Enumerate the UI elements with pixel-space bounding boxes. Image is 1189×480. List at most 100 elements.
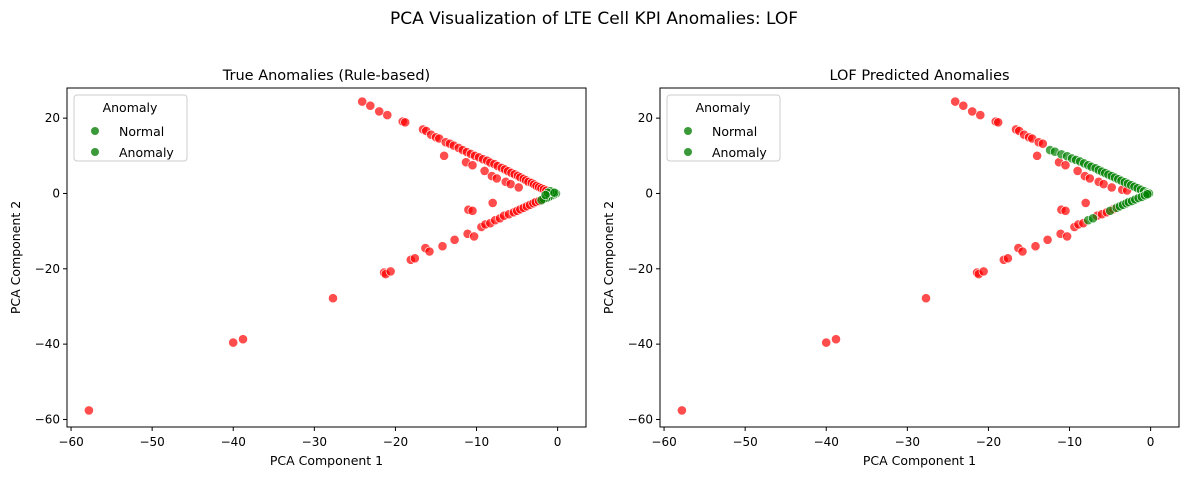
- figure-title: PCA Visualization of LTE Cell KPI Anomal…: [390, 9, 798, 29]
- anomaly-point: [1084, 173, 1095, 184]
- x-tick-label: −10: [464, 435, 489, 449]
- anomaly-point: [950, 96, 961, 107]
- x-tick-label: −30: [302, 435, 327, 449]
- anomaly-point: [487, 197, 498, 208]
- anomaly-point: [1106, 182, 1117, 193]
- subplot-title: LOF Predicted Anomalies: [829, 68, 1009, 84]
- scatter-points: [677, 96, 1154, 416]
- anomaly-point: [967, 106, 978, 117]
- anomaly-point: [1017, 246, 1028, 257]
- anomaly-point: [228, 337, 239, 348]
- legend-label-normal: Normal: [119, 124, 164, 139]
- anomaly-point: [365, 100, 376, 111]
- y-tick-label: −60: [35, 412, 60, 426]
- y-axis-label: PCA Component 2: [601, 201, 616, 314]
- y-tick-label: 20: [638, 111, 653, 125]
- anomaly-point: [1072, 165, 1083, 176]
- anomaly-point: [424, 246, 435, 257]
- x-tick-label: −40: [221, 435, 246, 449]
- normal-point: [1088, 213, 1098, 224]
- x-tick-label: 0: [554, 435, 562, 449]
- plot-frame: [659, 87, 1180, 428]
- anomaly-point: [1003, 253, 1013, 264]
- anomaly-point: [357, 96, 368, 107]
- x-tick-label: −60: [651, 435, 676, 449]
- legend-label-anomaly: Anomaly: [712, 145, 767, 160]
- anomaly-point: [469, 231, 479, 242]
- legend: Anomaly Normal Anomaly: [73, 94, 188, 162]
- anomaly-point: [513, 182, 524, 193]
- legend-title: Anomaly: [696, 100, 751, 115]
- anomaly-point: [921, 293, 931, 304]
- y-axis-ticks: −60 −40 −20 0 20: [628, 111, 660, 426]
- x-axis-label: PCA Component 1: [270, 453, 383, 468]
- legend-box: [666, 94, 781, 162]
- y-axis-ticks: −60 −40 −20 0 20: [35, 111, 67, 426]
- normal-point: [540, 190, 551, 200]
- legend: Anomaly Normal Anomaly: [666, 94, 781, 162]
- x-axis-label: PCA Component 1: [863, 453, 976, 468]
- anomaly-point: [993, 117, 1004, 128]
- anomaly-point: [449, 234, 460, 245]
- x-axis-ticks: −60 −50 −40 −30 −20 −10 0: [58, 427, 561, 449]
- x-tick-label: 0: [1147, 435, 1155, 449]
- anomaly-point: [831, 334, 841, 345]
- legend-marker-anomaly: [684, 148, 692, 156]
- anomaly-point: [1032, 150, 1042, 161]
- anomaly-point: [479, 165, 490, 176]
- y-tick-label: 20: [45, 111, 60, 125]
- anomaly-point: [439, 150, 449, 161]
- legend-box: [73, 94, 188, 162]
- anomaly-point: [374, 106, 385, 117]
- normal-point: [1142, 189, 1153, 200]
- anomaly-point: [1060, 205, 1071, 216]
- anomaly-point: [677, 405, 687, 416]
- anomaly-point: [400, 117, 411, 128]
- anomaly-point: [491, 173, 502, 184]
- anomaly-point: [821, 337, 832, 348]
- anomaly-point: [437, 241, 448, 252]
- legend-label-normal: Normal: [712, 124, 757, 139]
- legend-marker-normal: [684, 127, 692, 135]
- x-axis-ticks: −60 −50 −40 −30 −20 −10 0: [651, 427, 1154, 449]
- anomaly-point: [409, 253, 420, 264]
- anomaly-point: [1030, 241, 1041, 252]
- y-tick-label: 0: [52, 186, 60, 200]
- anomaly-point: [328, 293, 338, 304]
- anomaly-point: [1042, 234, 1053, 245]
- y-tick-label: −40: [35, 337, 60, 351]
- legend-title: Anomaly: [103, 100, 158, 115]
- x-tick-label: −10: [1057, 435, 1082, 449]
- anomaly-point: [467, 205, 478, 216]
- y-tick-label: −40: [628, 337, 653, 351]
- anomaly-point: [238, 334, 248, 345]
- anomaly-point: [1037, 138, 1048, 149]
- y-tick-label: 0: [645, 186, 653, 200]
- anomaly-point: [958, 100, 969, 111]
- legend-marker-normal: [91, 127, 99, 135]
- anomaly-point: [1080, 197, 1091, 208]
- x-tick-label: −50: [732, 435, 757, 449]
- x-tick-label: −60: [58, 435, 83, 449]
- y-tick-label: −20: [35, 262, 60, 276]
- anomaly-point: [975, 110, 986, 120]
- x-tick-label: −30: [895, 435, 920, 449]
- scatter-points: [84, 96, 561, 416]
- y-tick-label: −60: [628, 412, 653, 426]
- anomaly-point: [1062, 231, 1072, 242]
- anomaly-point: [382, 110, 393, 120]
- subplot-title: True Anomalies (Rule-based): [222, 68, 430, 84]
- x-tick-label: −40: [814, 435, 839, 449]
- legend-label-anomaly: Anomaly: [119, 145, 174, 160]
- y-axis-label: PCA Component 2: [8, 201, 23, 314]
- x-tick-label: −20: [383, 435, 408, 449]
- normal-point: [549, 187, 560, 198]
- anomaly-point: [84, 405, 94, 416]
- subplot-left: −60 −50 −40 −30 −20 −10 0 −60 −40 −20 0 20 True An…: [8, 68, 587, 468]
- anomaly-point: [467, 160, 478, 171]
- subplot-right: −60 −50 −40 −30 −20 −10 0 −60 −40 −20 0 20 LOF Pre…: [601, 68, 1180, 468]
- x-tick-label: −20: [976, 435, 1001, 449]
- x-tick-label: −50: [139, 435, 164, 449]
- legend-marker-anomaly: [91, 148, 99, 156]
